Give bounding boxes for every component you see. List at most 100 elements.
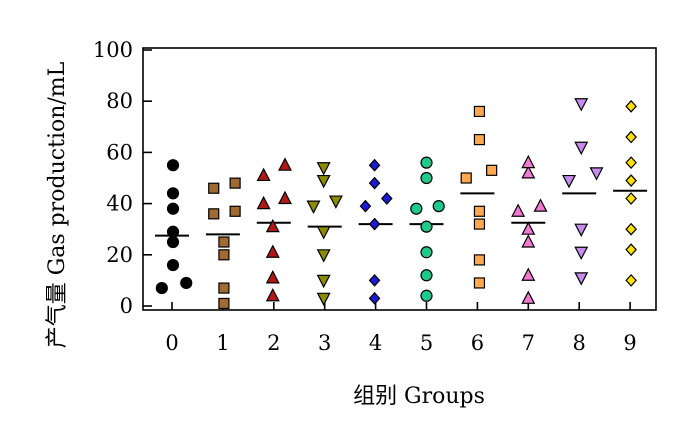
data-point <box>521 154 536 169</box>
data-point <box>410 202 423 215</box>
data-point <box>166 235 180 249</box>
data-point <box>359 199 372 213</box>
data-point <box>316 249 331 263</box>
data-point <box>166 258 180 272</box>
data-point <box>256 167 271 182</box>
mean-lines <box>155 189 648 237</box>
data-point <box>368 158 381 172</box>
x-tick-label: 0 <box>165 331 178 355</box>
data-point <box>533 198 548 212</box>
y-tick-label: 0 <box>120 294 133 318</box>
data-point <box>574 272 589 286</box>
data-point <box>316 274 331 289</box>
x-tick-label: 7 <box>522 331 535 355</box>
data-point <box>420 156 433 169</box>
data-point <box>521 165 536 179</box>
data-point <box>166 225 180 238</box>
data-point <box>625 130 637 144</box>
data-point <box>316 292 331 307</box>
data-point <box>473 218 486 230</box>
data-point <box>432 200 445 213</box>
data-point <box>473 254 486 266</box>
data-point <box>306 200 321 214</box>
y-tick-label: 20 <box>106 243 133 267</box>
data-point <box>166 202 180 215</box>
data-point <box>229 177 241 189</box>
data-point <box>368 274 381 287</box>
y-tick-label: 100 <box>93 38 133 62</box>
x-axis: 0 1 2 3 4 5 6 7 8 9 <box>165 302 637 355</box>
data-point <box>316 162 331 176</box>
data-point <box>278 190 292 205</box>
data-point <box>521 290 536 304</box>
y-axis-label: 产气量 Gas production/mL <box>45 61 70 348</box>
data-point <box>473 134 486 146</box>
x-tick-label: 1 <box>216 331 229 355</box>
data-point <box>218 236 230 248</box>
data-point <box>316 174 331 189</box>
x-tick-label: 5 <box>420 331 433 355</box>
data-point <box>511 203 526 217</box>
data-point <box>380 192 393 205</box>
data-point <box>368 291 381 305</box>
data-point <box>328 195 343 209</box>
data-point <box>460 172 472 184</box>
data-point <box>180 276 193 290</box>
data-points <box>155 98 637 310</box>
x-tick-label: 2 <box>267 331 280 355</box>
data-point <box>521 267 536 281</box>
data-point <box>218 282 230 294</box>
data-point <box>625 274 637 287</box>
data-point <box>218 297 230 310</box>
data-point <box>265 244 280 258</box>
data-point <box>368 176 381 190</box>
data-point <box>625 99 637 113</box>
x-tick-label: 8 <box>573 331 586 355</box>
data-point <box>265 287 280 302</box>
data-point <box>316 226 331 240</box>
data-point <box>562 174 577 189</box>
data-point <box>420 171 433 185</box>
y-tick-label: 60 <box>106 140 133 164</box>
x-tick-label: 4 <box>369 331 382 355</box>
data-point <box>265 218 280 233</box>
data-point <box>420 220 433 233</box>
data-point <box>625 222 637 236</box>
x-tick-label: 9 <box>623 331 636 355</box>
data-point <box>625 174 637 187</box>
data-point <box>218 249 230 261</box>
data-point <box>521 234 536 248</box>
data-point <box>208 208 220 220</box>
plot-area-frame <box>142 47 657 311</box>
data-point <box>265 270 280 284</box>
data-point <box>229 205 241 217</box>
data-point <box>521 221 536 235</box>
y-axis: 0 20 40 60 80 100 <box>93 38 152 318</box>
data-point <box>166 159 180 172</box>
data-point <box>625 243 637 257</box>
data-point <box>625 192 637 205</box>
data-point <box>486 164 498 176</box>
y-tick-label: 80 <box>106 89 133 113</box>
data-point <box>574 98 589 112</box>
x-axis-label: 组别 Groups <box>353 384 485 409</box>
data-point <box>420 246 433 259</box>
data-point <box>589 167 604 181</box>
data-point <box>420 269 433 282</box>
data-point <box>473 205 486 217</box>
data-point <box>473 105 486 118</box>
data-point <box>208 182 220 194</box>
data-point <box>574 223 589 237</box>
x-tick-label: 3 <box>318 331 331 355</box>
data-point <box>574 141 589 156</box>
data-point <box>166 187 180 200</box>
data-point <box>368 217 381 231</box>
data-point <box>473 277 486 289</box>
x-tick-label: 6 <box>471 331 484 355</box>
y-tick-label: 40 <box>106 192 133 216</box>
data-point <box>625 156 637 170</box>
data-point <box>574 246 589 261</box>
data-point <box>278 157 292 171</box>
